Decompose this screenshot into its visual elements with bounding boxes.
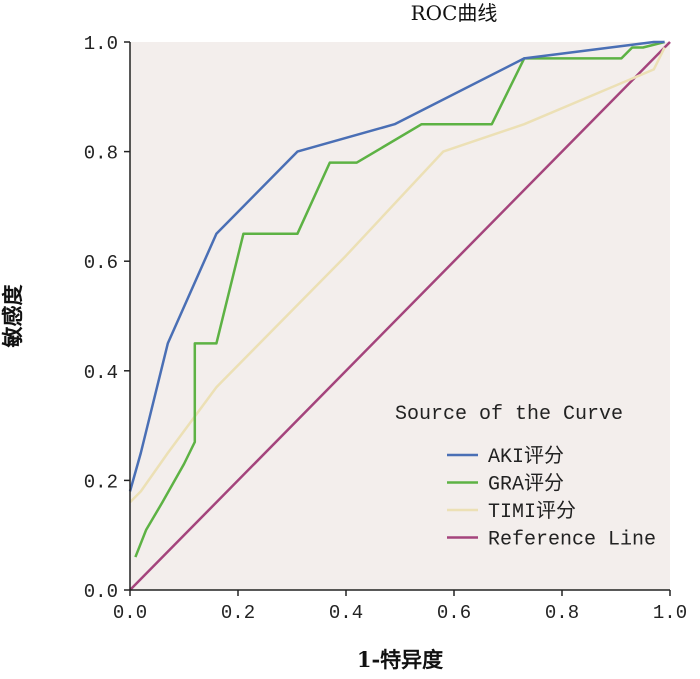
x-tick-label: 0.2 (221, 602, 255, 624)
y-tick-label: 0.2 (84, 471, 118, 493)
y-tick-label: 0.4 (84, 362, 118, 384)
legend-label: TIMI评分 (488, 499, 576, 524)
legend-label: GRA评分 (488, 472, 564, 497)
series-line-timi (129, 46, 666, 504)
x-axis-title: 1-特异度 (357, 647, 443, 672)
x-tick-label: 1.0 (653, 602, 687, 624)
series-line-aki (128, 40, 665, 492)
y-tick-label: 1.0 (84, 33, 118, 55)
y-tick-label: 0.6 (84, 252, 118, 274)
legend-label: Reference Line (488, 529, 656, 552)
y-axis-title: 敏感度 (0, 285, 25, 349)
y-tick-label: 0.8 (84, 143, 118, 165)
tick-layer: 0.0 0.2 0.4 0.6 0.8 1.0 0.0 0.2 0.4 0.6 0.8 1.0 (84, 33, 687, 624)
legend-title: Source of the Curve (395, 403, 623, 426)
chart-title: ROC曲线 (411, 1, 498, 25)
x-tick-label: 0.6 (437, 602, 471, 624)
series-line-gra (134, 40, 665, 558)
y-tick-label: 0.0 (84, 581, 118, 603)
x-tick-label: 0.8 (545, 602, 579, 624)
series-layer (128, 40, 671, 591)
series-line-reference-line (129, 41, 671, 591)
x-tick-label: 0.0 (113, 602, 147, 624)
x-tick-label: 0.4 (329, 602, 363, 624)
legend-label: AKI评分 (488, 444, 564, 469)
